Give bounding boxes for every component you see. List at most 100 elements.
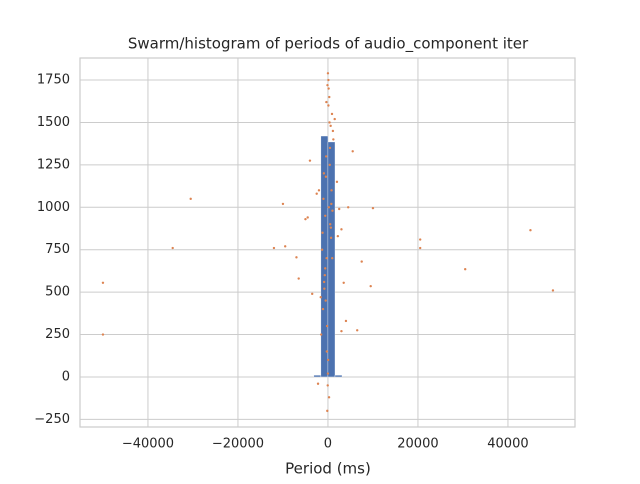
scatter-point [328,163,331,167]
scatter-point [326,409,329,413]
scatter-point [321,307,325,311]
scatter-point [324,214,327,217]
scatter-point [327,206,331,209]
scatter-point [331,129,335,133]
scatter-point [351,150,354,153]
scatter-point [320,333,323,336]
scatter-point [340,329,343,333]
scatter-point [322,280,326,284]
scatter-point [101,333,105,336]
scatter-point [529,229,532,232]
chart-title: Swarm/histogram of periods of audio_comp… [128,35,529,54]
scatter-point [321,231,324,234]
scatter-point [326,83,329,87]
histogram-bar [313,375,322,378]
scatter-point [331,209,334,212]
scatter-point [329,124,332,128]
scatter-point [325,324,329,328]
x-tick-label: −40000 [122,437,174,452]
scatter-point [323,273,326,277]
scatter-point [311,292,314,296]
scatter-point [344,319,348,323]
y-tick-label: 1500 [37,115,70,130]
scatter-point [324,299,327,302]
scatter-point [328,121,331,124]
y-tick-label: 0 [62,369,70,384]
x-axis-label: Period (ms) [285,460,371,478]
scatter-point [328,146,332,150]
scatter-point [342,281,345,284]
scatter-point [272,246,276,250]
scatter-point [320,248,324,251]
scatter-point [284,245,287,248]
scatter-point [336,234,340,238]
scatter-point [325,256,328,260]
scatter-point [319,296,322,299]
scatter-point [326,72,330,75]
scatter-point [322,172,326,175]
y-tick-label: 1000 [37,200,70,215]
scatter-point [327,78,330,82]
x-tick-label: 0 [324,437,332,452]
histogram-bar [327,141,336,378]
scatter-point [315,192,318,195]
scatter-point [297,277,300,280]
scatter-point [347,206,350,209]
scatter-point [338,207,341,211]
y-tick-label: 1750 [37,73,70,88]
scatter-point [335,180,339,184]
scatter-point [330,202,333,206]
scatter-point [419,246,422,250]
histogram-bar [320,135,329,378]
scatter-point [330,112,334,116]
scatter-point [340,228,343,231]
scatter-point [371,206,375,210]
axes-frame [79,57,576,428]
scatter-point [316,382,320,385]
scatter-point [295,256,298,259]
scatter-point [332,138,335,141]
scatter-point [304,217,307,221]
scatter-point [189,197,192,201]
y-tick-label: 250 [45,327,70,342]
scatter-point [419,238,422,241]
scatter-point [328,95,331,99]
scatter-point [306,216,309,219]
scatter-point [329,223,332,226]
histogram-bar [334,375,343,378]
scatter-point [330,189,333,192]
x-tick-label: 40000 [487,437,528,452]
scatter-point [325,100,328,104]
scatter-point [101,281,105,284]
scatter-point [322,197,325,201]
scatter-point [324,175,328,178]
scatter-point [323,287,326,290]
scatter-point [327,104,330,107]
y-tick-label: 750 [45,242,70,257]
scatter-point [171,246,174,250]
scatter-point [281,202,285,206]
y-tick-label: −250 [34,412,70,427]
y-tick-label: 500 [45,285,70,300]
scatter-point [327,87,330,90]
scatter-point [324,155,328,158]
scatter-point [333,117,336,121]
scatter-point [317,189,321,192]
scatter-point [329,226,333,229]
scatter-point [326,358,330,362]
y-tick-label: 1250 [37,157,70,172]
scatter-point [329,236,333,240]
plot-area [80,58,575,427]
scatter-point [331,256,334,260]
scatter-point [369,284,372,288]
scatter-point [308,159,312,162]
scatter-point [551,289,555,292]
scatter-point [326,384,329,387]
scatter-point [324,267,327,270]
x-tick-label: −20000 [212,437,264,452]
scatter-point [360,260,363,263]
scatter-point [325,350,329,353]
scatter-point [464,268,467,271]
scatter-point [326,372,330,375]
